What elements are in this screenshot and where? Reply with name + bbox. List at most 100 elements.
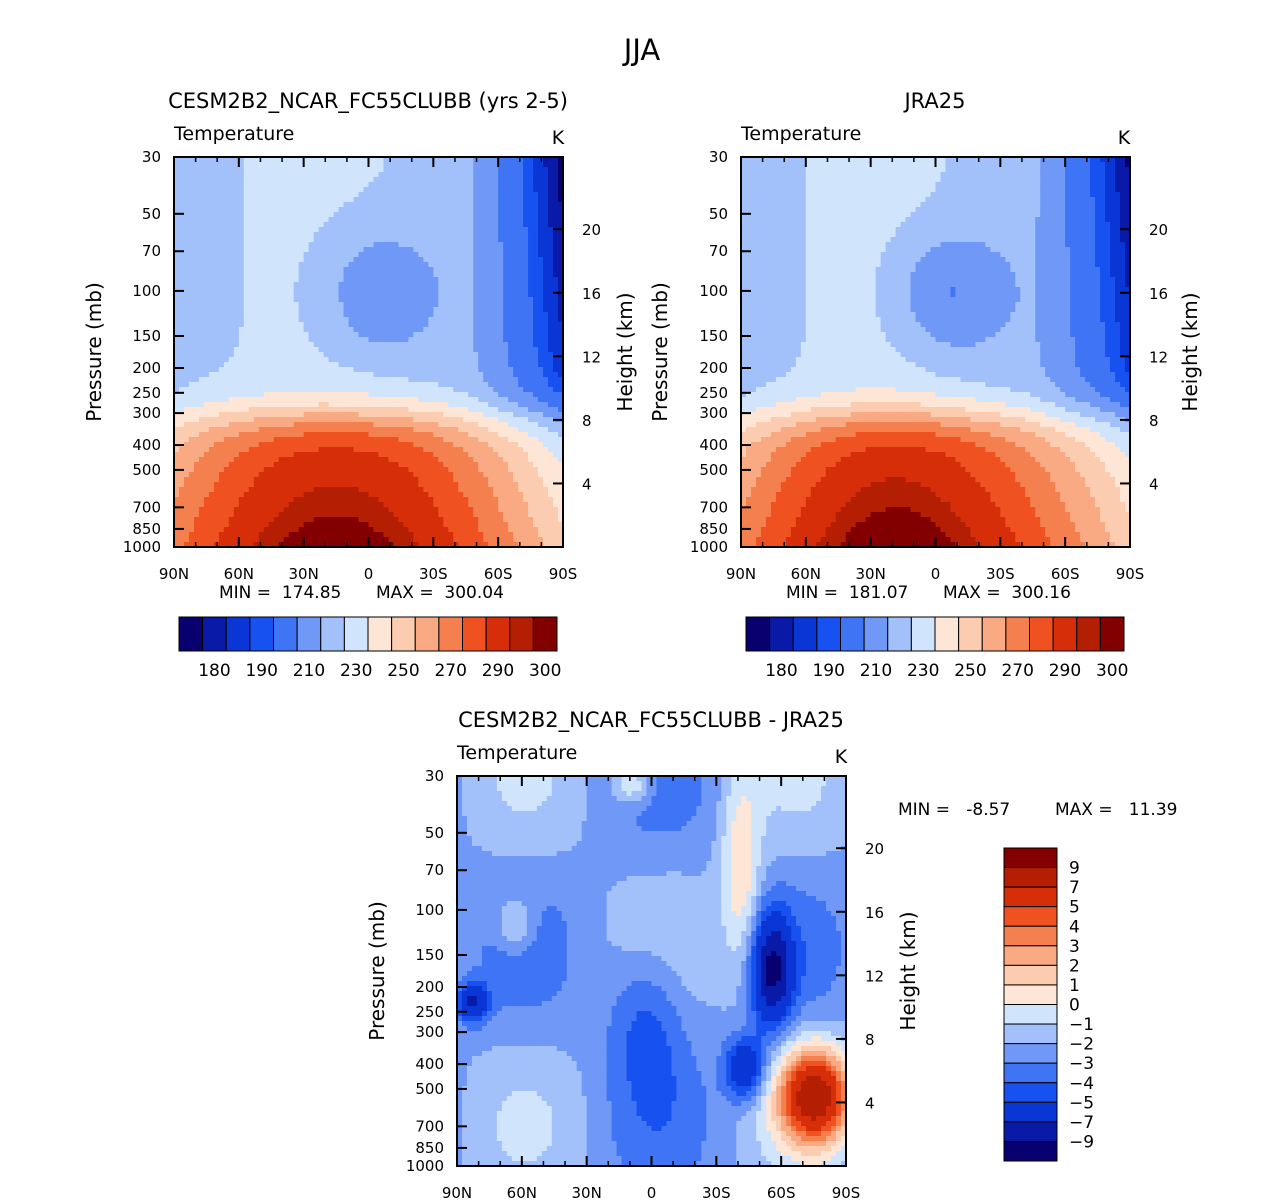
contour-cell xyxy=(268,397,275,403)
contour-cell xyxy=(343,192,350,198)
contour-cell xyxy=(383,272,390,278)
contour-cell xyxy=(468,392,474,398)
contour-cell xyxy=(263,492,270,498)
contour-cell xyxy=(238,542,245,547)
contour-cell xyxy=(318,252,325,258)
contour-cell xyxy=(423,527,429,533)
contour-cell xyxy=(188,477,195,483)
contour-cell xyxy=(438,462,444,468)
contour-cell xyxy=(378,322,385,328)
contour-cell xyxy=(233,502,240,508)
contour-cell xyxy=(303,522,310,528)
contour-cell xyxy=(368,542,375,547)
contour-cell xyxy=(458,312,464,318)
contour-cell xyxy=(283,277,290,283)
contour-cell xyxy=(443,502,449,508)
contour-cell xyxy=(238,207,245,213)
contour-cell xyxy=(448,242,454,248)
contour-cell xyxy=(393,362,400,368)
contour-cell xyxy=(488,387,494,393)
contour-cell xyxy=(188,512,195,518)
contour-cell xyxy=(183,177,190,183)
contour-cell xyxy=(338,367,345,373)
contour-cell xyxy=(333,352,340,358)
contour-cell xyxy=(218,387,225,393)
contour-cell xyxy=(433,177,439,183)
contour-cell xyxy=(208,287,215,293)
contour-cell xyxy=(228,477,235,483)
contour-cell xyxy=(423,312,429,318)
contour-cell xyxy=(298,512,305,518)
contour-cell xyxy=(323,197,330,203)
contour-cell xyxy=(318,422,325,428)
contour-cell xyxy=(253,537,260,543)
contour-cell xyxy=(338,472,345,478)
contour-cell xyxy=(363,387,370,393)
contour-cell xyxy=(198,172,205,178)
contour-cell xyxy=(338,167,345,173)
contour-cell xyxy=(278,277,285,283)
contour-cell xyxy=(193,327,200,333)
contour-cell xyxy=(483,197,489,203)
contour-cell xyxy=(453,262,459,268)
contour-cell xyxy=(363,342,370,348)
contour-cell xyxy=(373,352,380,358)
contour-cell xyxy=(288,197,295,203)
contour-cell xyxy=(303,347,310,353)
contour-cell xyxy=(278,507,285,513)
contour-cell xyxy=(338,197,345,203)
contour-cell xyxy=(174,292,180,298)
contour-cell xyxy=(203,192,210,198)
contour-cell xyxy=(223,422,230,428)
contour-cell xyxy=(363,417,370,423)
contour-cell xyxy=(233,367,240,373)
contour-cell xyxy=(223,307,230,313)
contour-cell xyxy=(228,302,235,308)
contour-cell xyxy=(383,477,390,483)
contour-cell xyxy=(428,382,434,388)
contour-cell xyxy=(333,307,340,313)
contour-cell xyxy=(393,342,400,348)
contour-cell xyxy=(478,542,484,547)
contour-cell xyxy=(308,162,315,168)
contour-cell xyxy=(333,487,340,493)
contour-cell xyxy=(413,487,419,493)
contour-cell xyxy=(443,187,449,193)
contour-cell xyxy=(213,437,220,443)
contour-cell xyxy=(273,292,280,298)
contour-cell xyxy=(358,322,365,328)
contour-cell xyxy=(218,177,225,183)
contour-cell xyxy=(453,337,459,343)
contour-cell xyxy=(333,372,340,378)
contour-cell xyxy=(383,197,390,203)
contour-cell xyxy=(248,537,255,543)
contour-cell xyxy=(478,317,484,323)
contour-cell xyxy=(228,467,235,473)
contour-cell xyxy=(323,527,330,533)
contour-cell xyxy=(233,277,240,283)
contour-cell xyxy=(298,222,305,228)
contour-cell xyxy=(478,487,484,493)
contour-cell xyxy=(303,232,310,238)
contour-cell xyxy=(258,537,265,543)
contour-cell xyxy=(408,167,414,173)
contour-cell xyxy=(468,332,474,338)
contour-cell xyxy=(288,232,295,238)
contour-cell xyxy=(188,297,195,303)
contour-cell xyxy=(443,542,449,547)
contour-cell xyxy=(388,472,395,478)
contour-cell xyxy=(378,442,385,448)
contour-cell xyxy=(174,492,180,498)
contour-cell xyxy=(403,207,409,213)
contour-cell xyxy=(433,472,439,478)
contour-cell xyxy=(258,457,265,463)
contour-cell xyxy=(174,357,180,363)
contour-cell xyxy=(488,242,494,248)
contour-cell xyxy=(343,462,350,468)
contour-cell xyxy=(318,257,325,263)
contour-cell xyxy=(473,237,479,243)
contour-cell xyxy=(268,212,275,218)
contour-cell xyxy=(268,532,275,538)
contour-cell xyxy=(423,417,429,423)
contour-cell xyxy=(293,392,300,398)
